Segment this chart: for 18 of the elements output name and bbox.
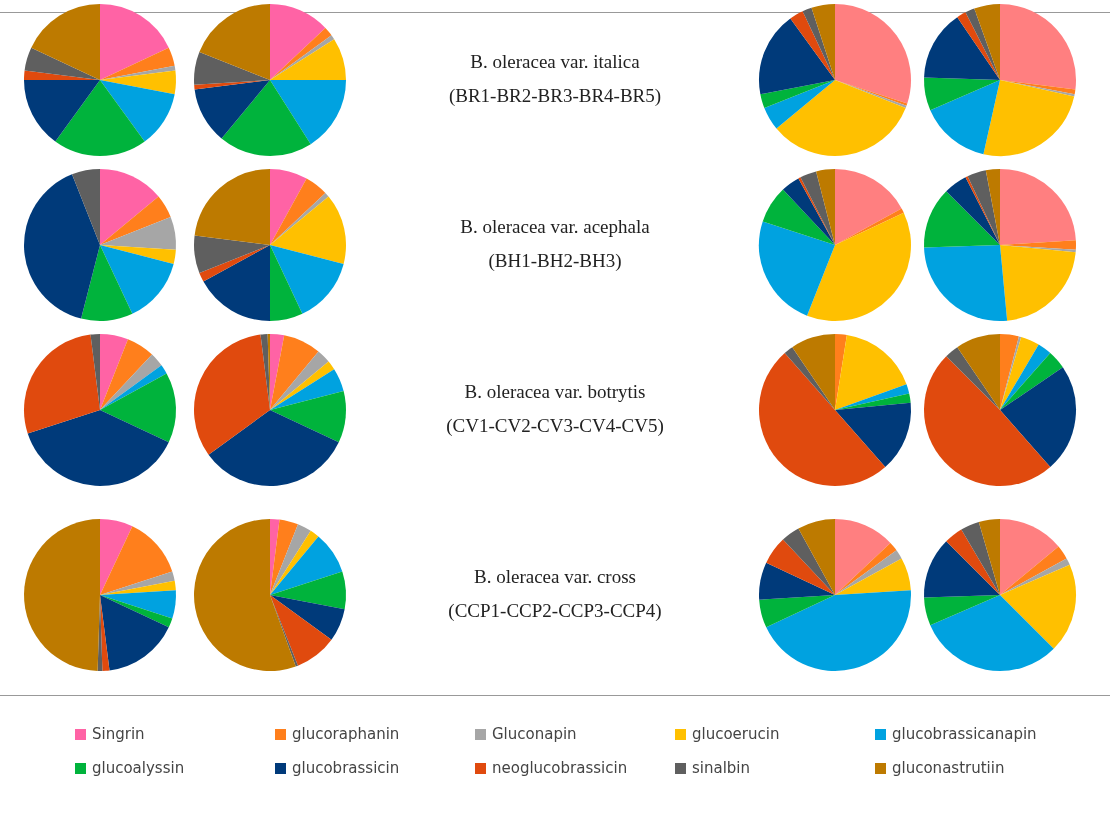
legend-label: neoglucobrassicin bbox=[492, 759, 628, 777]
text: B. oleracea var. acephala bbox=[459, 215, 651, 239]
legend-label: glucoraphanin bbox=[292, 725, 400, 743]
legend-label: sinalbin bbox=[692, 759, 751, 777]
legend-label: Gluconapin bbox=[492, 725, 577, 743]
text: B. oleracea var. botrytis bbox=[463, 380, 647, 404]
text: (CV1-CV2-CV3-CV4-CV5) bbox=[445, 414, 665, 438]
legend-label: glucoalyssin bbox=[92, 759, 185, 777]
legend-label: gluconastrutiin bbox=[892, 759, 1005, 777]
legend-label: glucobrassicin bbox=[292, 759, 400, 777]
text: (BH1-BH2-BH3) bbox=[487, 249, 623, 273]
text: B. oleracea var. italica bbox=[469, 50, 641, 74]
legend-label: Singrin bbox=[92, 725, 145, 743]
text: B. oleracea var. cross bbox=[473, 565, 637, 589]
legend-label: glucobrassicanapin bbox=[892, 725, 1037, 743]
text: (CCP1-CCP2-CCP3-CCP4) bbox=[447, 599, 663, 623]
text: (BR1-BR2-BR3-BR4-BR5) bbox=[447, 84, 663, 108]
legend-label: glucoerucin bbox=[692, 725, 780, 743]
